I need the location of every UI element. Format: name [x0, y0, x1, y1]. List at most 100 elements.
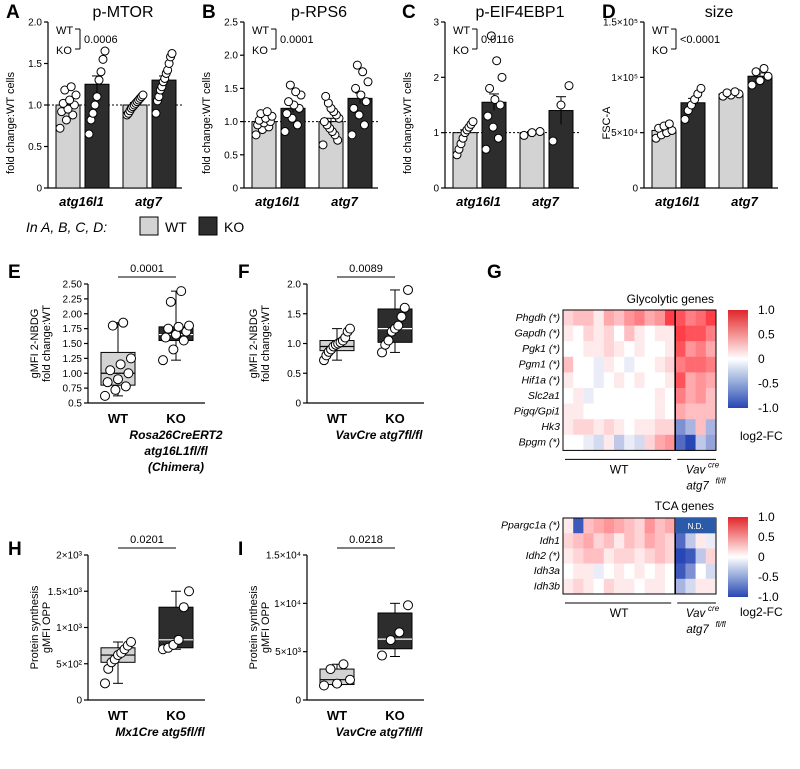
data-point: [96, 67, 106, 77]
heatmap-cell: [624, 403, 635, 420]
heatmap-cell: [634, 403, 645, 420]
data-point: [493, 133, 503, 143]
heatmap-cell: [573, 419, 584, 436]
heatmap-cell: [614, 341, 625, 358]
heatmap-cell: [614, 563, 625, 580]
scale-tick-label: 1.0: [758, 510, 775, 524]
panel-label-I: I: [238, 539, 243, 560]
panel-label-C: C: [402, 2, 416, 23]
group-label-sup: cre: [708, 604, 720, 613]
heatmap-cell: [654, 388, 666, 404]
heatmap-cell: [563, 403, 574, 420]
data-point: [165, 296, 176, 307]
data-point: [251, 130, 261, 140]
heatmap-cell: [583, 548, 594, 564]
panel-C-title: p-EIF4EBP1: [476, 4, 565, 21]
heatmap-cell: [583, 388, 594, 404]
bar: [718, 93, 744, 189]
heatmap-cell: [624, 372, 635, 389]
heatmap-cell: [603, 403, 615, 420]
heatmap-cell: [685, 325, 696, 342]
heatmap-cell: [624, 388, 635, 404]
heatmap-cell: [654, 434, 666, 451]
data-point: [284, 97, 294, 107]
data-point: [527, 128, 537, 138]
p-value: 0.0218: [349, 534, 383, 546]
heatmap-cell: [634, 518, 645, 534]
y-tick-label: 0: [76, 696, 82, 707]
bar: [747, 75, 773, 189]
heatmap-cell: [695, 310, 707, 326]
heatmap-cell: [634, 533, 645, 549]
heatmap-cell: [583, 341, 594, 358]
heatmap-cell: [675, 341, 686, 358]
heatmap-cell: [685, 310, 696, 326]
data-point: [151, 108, 161, 118]
data-point: [115, 359, 126, 370]
heatmap-cell: [614, 419, 625, 436]
color-scale: [728, 310, 748, 408]
heatmap-cell: [583, 563, 594, 580]
heatmap-cell: [614, 578, 625, 595]
group-label-sup: fl/fl: [715, 476, 725, 485]
y-tick-label: 2.25: [63, 294, 83, 305]
data-point: [399, 302, 410, 313]
y-tick-label: 0: [36, 184, 42, 195]
y-tick-label: 1.5×10⁴: [266, 551, 301, 562]
data-point: [485, 83, 495, 93]
category-label: atg16l1: [456, 194, 501, 209]
heatmap-cell: [654, 563, 666, 580]
heatmap-cell: [685, 372, 696, 389]
category-label: WT: [108, 411, 128, 426]
category-label: WT: [327, 708, 347, 723]
heatmap-cell: [563, 325, 574, 342]
scale-tick-label: 0.5: [758, 530, 775, 544]
heatmap-cell: [573, 578, 584, 595]
heatmap-cell: [603, 434, 615, 451]
data-point: [722, 88, 732, 98]
heatmap-cell: [614, 434, 625, 451]
y-tick-label: 5×10³: [275, 647, 302, 658]
panel-F-ylabel-line2: fold change:WT: [260, 305, 272, 382]
data-point: [292, 120, 302, 130]
heatmap-cell: [603, 356, 615, 373]
heatmap-cell: [695, 325, 707, 342]
p-value: 0.0089: [349, 263, 383, 275]
data-point: [176, 286, 187, 297]
heatmap-cell: [705, 372, 717, 389]
heatmap-cell: [675, 356, 686, 373]
heatmap-cell: [634, 356, 645, 373]
heatmap-row-label: Hif1a (*): [521, 374, 560, 386]
data-point: [680, 114, 690, 124]
heatmap-cell: [614, 388, 625, 404]
data-point: [163, 323, 174, 334]
heatmap-cell: [583, 533, 594, 549]
data-point: [556, 100, 566, 110]
data-point: [396, 311, 407, 322]
data-point: [394, 627, 405, 638]
genotype-label: Mx1Cre atg5fl/fl: [115, 725, 205, 739]
heatmap-row-label: Idh3a: [534, 565, 560, 577]
heatmap-cell: [654, 419, 666, 436]
heatmap-cell: [644, 518, 656, 534]
scale-label: log2-FC: [740, 429, 783, 443]
data-point: [393, 320, 404, 331]
p-value: 0.0001: [280, 34, 314, 46]
heatmap-cell: [695, 578, 707, 595]
scale-tick-label: 0: [758, 352, 765, 366]
group-label: atg7: [686, 480, 709, 492]
y-tick-label: 1×10³: [56, 623, 83, 634]
data-point: [68, 110, 78, 120]
scale-tick-label: 0.5: [758, 328, 775, 342]
data-point: [377, 650, 387, 661]
heatmap-cell: [705, 403, 717, 420]
data-point: [92, 92, 102, 102]
heatmap-cell: [695, 434, 707, 451]
data-point: [168, 344, 179, 355]
heatmap-cell: [705, 419, 717, 436]
bracket-wt-label: WT: [453, 25, 470, 37]
group-label-sup: cre: [708, 460, 720, 469]
heatmap-cell: [573, 325, 584, 342]
data-point: [113, 374, 123, 385]
panel-I-ylabel-line2: gMFI OPP: [260, 602, 272, 653]
